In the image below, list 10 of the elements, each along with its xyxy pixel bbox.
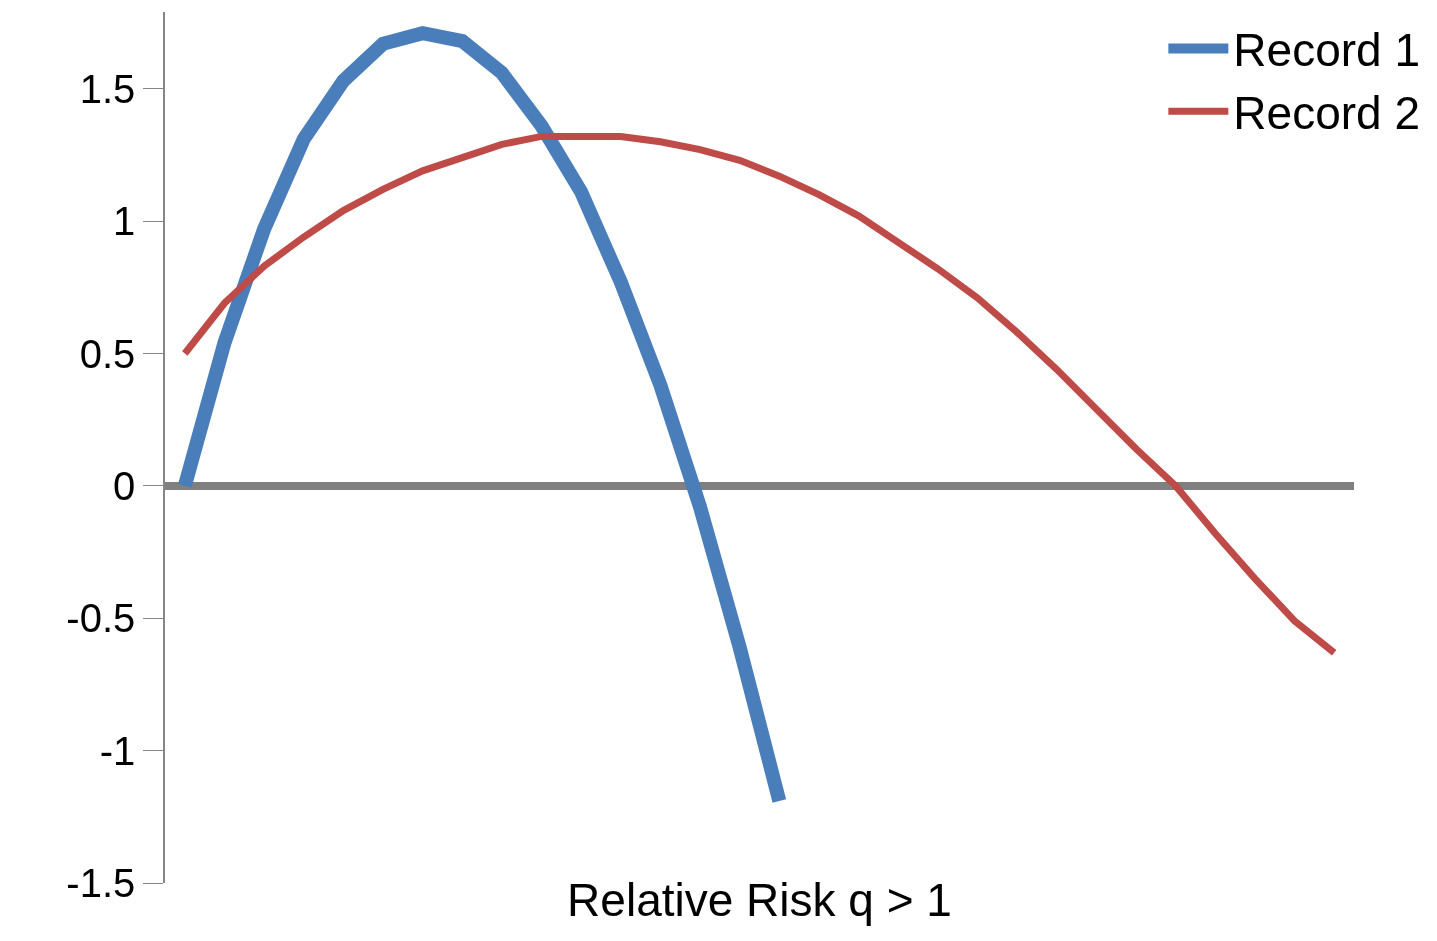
y-tick-label: 0.5 [79,331,136,376]
x-axis-title: Relative Risk q > 1 [567,873,952,926]
y-tick-label: -1 [99,728,136,773]
y-tick-label: -0.5 [66,596,136,641]
y-tick-label: 1.5 [79,66,136,111]
legend-label: Record 2 [1233,87,1420,140]
y-tick-label: -1.5 [66,861,136,905]
legend-label: Record 1 [1233,24,1420,77]
y-tick-label: 1 [113,199,136,244]
y-tick-label: 0 [113,463,136,508]
